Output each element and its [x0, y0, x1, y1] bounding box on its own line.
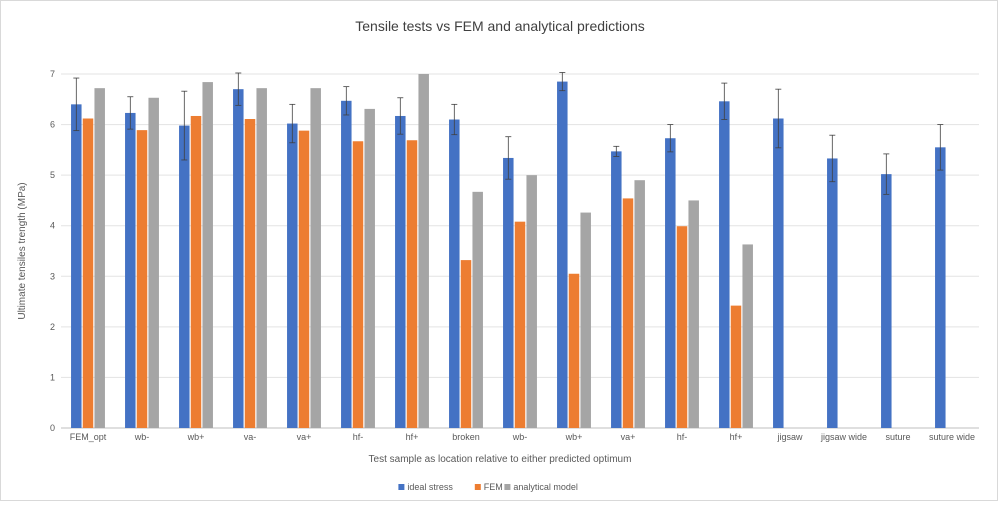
bar	[287, 123, 298, 428]
bar	[881, 174, 892, 428]
bar	[136, 130, 148, 429]
x-tick-label: wb-	[512, 432, 528, 442]
x-tick-label: hf-	[353, 432, 364, 442]
bar	[719, 101, 730, 429]
bar	[827, 158, 838, 428]
bar	[580, 212, 591, 428]
x-tick-label: FEM_opt	[70, 432, 107, 442]
x-tick-label: wb+	[565, 432, 583, 442]
x-tick-label: suture	[885, 432, 910, 442]
bar	[935, 147, 946, 429]
x-tick-label: hf+	[730, 432, 743, 442]
bar	[190, 115, 202, 428]
bar	[472, 191, 483, 428]
bar	[82, 118, 94, 428]
x-tick-label: hf-	[677, 432, 688, 442]
bar	[622, 198, 634, 428]
x-tick-label: suture wide	[929, 432, 975, 442]
bar	[514, 221, 526, 428]
bar	[202, 82, 213, 428]
bar	[568, 273, 580, 428]
bar	[460, 260, 472, 428]
bar	[179, 125, 190, 428]
y-tick-label: 1	[50, 372, 55, 382]
legend-label: ideal stress	[407, 482, 453, 492]
bar	[557, 81, 568, 428]
x-tick-label: broken	[452, 432, 480, 442]
y-tick-label: 6	[50, 120, 55, 130]
bar	[71, 104, 82, 428]
x-tick-label: wb+	[187, 432, 205, 442]
chart-title: Tensile tests vs FEM and analytical pred…	[355, 18, 644, 34]
x-tick-label: jigsaw	[776, 432, 803, 442]
bar	[449, 119, 460, 428]
x-tick-label: va+	[621, 432, 636, 442]
bar	[341, 100, 352, 428]
bar	[665, 138, 676, 428]
legend-swatch	[474, 484, 481, 490]
bar	[526, 175, 537, 428]
x-tick-label: jigsaw wide	[820, 432, 867, 442]
bar	[688, 200, 699, 428]
x-tick-label: va+	[297, 432, 312, 442]
y-tick-label: 7	[50, 69, 55, 79]
bar	[676, 226, 688, 428]
bar	[125, 112, 136, 428]
bar	[730, 305, 742, 428]
bar	[148, 97, 159, 429]
y-tick-label: 5	[50, 170, 55, 180]
bar	[310, 88, 321, 428]
x-tick-label: va-	[244, 432, 257, 442]
x-axis-title: Test sample as location relative to eith…	[369, 454, 632, 465]
bar	[406, 140, 418, 428]
legend-swatch	[504, 484, 511, 490]
legend: ideal stress FEM analytical model	[398, 482, 578, 492]
y-tick-label: 4	[50, 221, 55, 231]
legend-label: analytical model	[513, 482, 578, 492]
bar	[256, 88, 267, 428]
legend-label: FEM	[484, 482, 503, 492]
bar	[418, 74, 429, 428]
bar	[742, 244, 753, 428]
bar	[364, 108, 375, 428]
y-tick-label: 2	[50, 322, 55, 332]
x-tick-label: hf+	[406, 432, 419, 442]
y-tick-label: 0	[50, 423, 55, 433]
y-tick-label: 3	[50, 271, 55, 281]
bar	[611, 151, 622, 429]
bar	[773, 118, 784, 428]
x-tick-label: wb-	[134, 432, 150, 442]
bar	[244, 119, 256, 428]
bar	[352, 141, 364, 428]
bar	[233, 89, 244, 429]
bar	[503, 157, 514, 428]
bar	[94, 88, 105, 428]
bar	[395, 115, 406, 428]
legend-swatch	[398, 484, 405, 490]
y-axis-title: Ultimate tensiles trength (MPa)	[17, 182, 28, 319]
bar	[298, 130, 310, 428]
bar	[634, 180, 645, 428]
